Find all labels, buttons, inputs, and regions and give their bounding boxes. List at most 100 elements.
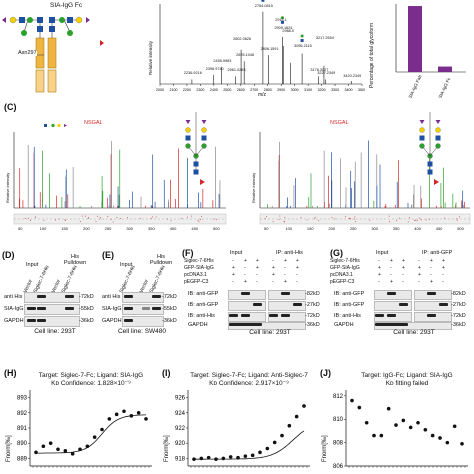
panel-d-cell-line: Cell line: 293T bbox=[34, 328, 76, 335]
data-point bbox=[302, 404, 306, 408]
condition-sign: + bbox=[284, 258, 287, 264]
c-tick-right: 200 bbox=[328, 226, 336, 231]
panel-h-label: (H) bbox=[4, 368, 17, 378]
c-tick-left: 500 bbox=[213, 226, 220, 231]
data-point bbox=[129, 414, 134, 418]
panel-d-mw-2: -55kD bbox=[79, 306, 94, 312]
data-point bbox=[122, 409, 126, 414]
condition-sign: + bbox=[378, 265, 381, 271]
panel-h-title: Target: Siglec-7-Fc; Ligand: SIA-IgG bbox=[38, 372, 144, 379]
panel-e-row-2: SIA-IgG bbox=[102, 306, 122, 312]
c-tick-left: 300 bbox=[126, 226, 134, 231]
condition-sign: + bbox=[244, 279, 247, 285]
condition-sign: + bbox=[402, 258, 405, 264]
panel-e-input: Input bbox=[120, 262, 133, 268]
data-point bbox=[243, 454, 248, 458]
panel-e-cell-line: Cell line: SW480 bbox=[117, 328, 167, 335]
data-point bbox=[357, 405, 362, 410]
data-point bbox=[287, 423, 292, 428]
c-tick-right: 400 bbox=[414, 226, 421, 231]
peak-label: 2968.0 bbox=[282, 28, 294, 33]
panel-g-mw-2: -27kD bbox=[451, 302, 466, 308]
condition-sign: - bbox=[378, 279, 380, 285]
y-tick-label: 893 bbox=[17, 396, 28, 402]
data-point bbox=[460, 441, 464, 446]
panel-g-mw-3: -72kD bbox=[451, 313, 466, 319]
panel-h-plot: 893 892 891 890 889 bbox=[17, 390, 152, 468]
data-point bbox=[214, 457, 218, 461]
c-tick-right: 450 bbox=[435, 226, 443, 231]
peak-label: 2398.9740 bbox=[205, 66, 224, 71]
data-point bbox=[114, 412, 119, 417]
condition-sign: + bbox=[284, 279, 287, 285]
condition-sign: - bbox=[390, 265, 392, 271]
data-point bbox=[236, 455, 240, 460]
panel-i-label: (I) bbox=[162, 368, 171, 378]
peak-label: 2806.1591 bbox=[260, 47, 279, 52]
data-point bbox=[350, 398, 354, 403]
data-point bbox=[386, 406, 391, 411]
panel-d-pulldown: His Pulldown bbox=[63, 254, 87, 266]
panel-d-row-1: anti His bbox=[4, 294, 23, 300]
condition-sign: + bbox=[442, 258, 445, 264]
panel-f-input: Input bbox=[230, 250, 243, 256]
ms-tick-label: 2300 bbox=[196, 88, 204, 92]
panel-d-label: (D) bbox=[2, 250, 15, 260]
data-point bbox=[430, 433, 435, 438]
ms-tick-label: 2000 bbox=[156, 88, 164, 92]
data-point bbox=[372, 433, 376, 438]
data-point bbox=[221, 456, 226, 461]
panel-g-input: Input bbox=[376, 250, 389, 256]
mass-spectrum-plot: 2000 2100 2200 2300 2400 2500 2600 2700 2800 2900… bbox=[156, 0, 365, 92]
panel-b: Relative intensity 2000 2100 2200 2300 2400 2… bbox=[140, 0, 365, 100]
condition-sign: + bbox=[378, 272, 381, 278]
panel-f-mw-1: -82kD bbox=[305, 291, 320, 297]
condition-label: pcDNA3.1 bbox=[330, 272, 353, 278]
y-tick-label: 812 bbox=[333, 394, 344, 400]
panel-d-col-2: Siglec-7-6His bbox=[32, 264, 51, 294]
igg-glycan-diagram bbox=[2, 16, 104, 93]
panel-i-kd: Kᴅ Confidence: 2.917×10⁻⁹ bbox=[209, 380, 289, 387]
peak-label: 3420.2349 bbox=[343, 73, 362, 78]
condition-sign: - bbox=[244, 272, 246, 278]
panel-bar: Percentage of total glycoform SIA-IgG Fa… bbox=[366, 0, 474, 100]
data-point bbox=[272, 440, 277, 445]
c-tick-left: 50 bbox=[18, 226, 23, 231]
y-tick-label: 892 bbox=[17, 411, 28, 417]
data-point bbox=[258, 450, 262, 455]
bar bbox=[408, 6, 422, 72]
data-point bbox=[364, 420, 369, 425]
ms-tick-label: 3200 bbox=[318, 88, 326, 92]
panel-d-col-4: Siglec-7-6His bbox=[60, 264, 79, 294]
condition-sign: + bbox=[256, 265, 259, 271]
condition-sign: + bbox=[256, 258, 259, 264]
panel-j-title: Target: IgG-Fc; Ligand: SIA-IgG bbox=[361, 372, 453, 379]
panel-e-mw-2: -55kD bbox=[162, 306, 177, 312]
data-point bbox=[250, 453, 255, 458]
condition-sign: - bbox=[418, 279, 420, 285]
data-point bbox=[63, 449, 68, 453]
c-tick-left: 200 bbox=[83, 226, 90, 231]
peak-label: 3217.2654 bbox=[315, 36, 334, 41]
panel-e-row-3: GAPDH bbox=[102, 318, 122, 324]
data-point bbox=[408, 425, 413, 430]
ms-tick-label: 3300 bbox=[331, 88, 339, 92]
peak-label: 3227.2349 bbox=[317, 71, 336, 76]
fit-curve bbox=[36, 414, 146, 454]
peak-label: 2764.0815 bbox=[254, 3, 273, 8]
c-tick-right: 350 bbox=[392, 226, 400, 231]
c-tick-left: 400 bbox=[169, 226, 177, 231]
y-tick-label: 924 bbox=[175, 411, 186, 417]
blot-d-2 bbox=[24, 304, 80, 315]
ms-tick-label: 2200 bbox=[183, 88, 191, 92]
condition-sign: + bbox=[244, 258, 247, 264]
panel-f-label: (F) bbox=[182, 248, 194, 258]
data-point bbox=[401, 418, 406, 423]
panel-f-ip: IP: anti-His bbox=[276, 250, 303, 256]
ms-tick-label: 2100 bbox=[169, 88, 177, 92]
condition-sign: + bbox=[418, 265, 421, 271]
condition-sign: - bbox=[272, 279, 274, 285]
panel-j-label: (J) bbox=[320, 368, 331, 378]
ms-tick-label: 2900 bbox=[277, 88, 285, 92]
data-point bbox=[107, 417, 112, 421]
